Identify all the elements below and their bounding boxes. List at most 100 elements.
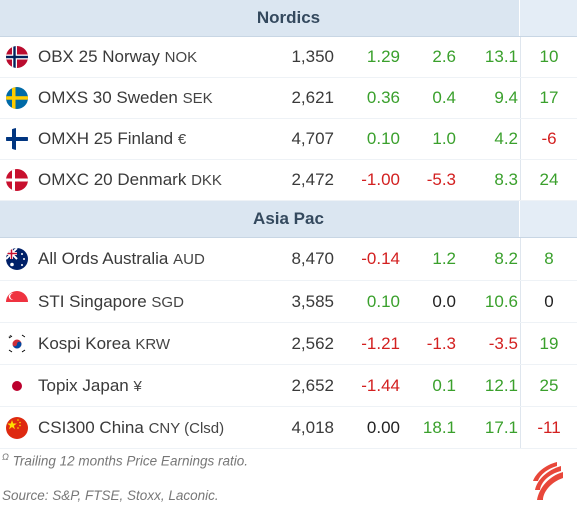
singapore-flag-icon [6,290,28,313]
period-change-cell: 1.2 [432,249,456,268]
index-currency: ¥ [133,377,142,395]
pe-ratio-cell: -6 [520,119,577,159]
period-change-cell: 2.6 [432,47,456,66]
table-row: Kospi Korea KRW 2,562 -1.21 -1.3 -3.5 19 [0,323,577,365]
index-name: OBX 25 Norway [38,47,160,66]
ytd-change-cell: 13.1 [484,47,518,66]
period-change-cell: -5.3 [426,170,456,189]
table-row: All Ords Australia AUD 8,470 -0.14 1.2 8.2 8 [0,238,577,281]
header-pe-cell [519,201,577,237]
price-cell: 2,621 [291,88,334,107]
index-name-cell: OMXS 30 Sweden SEK [38,88,278,108]
price-cell: 2,652 [291,375,334,395]
price-cell: 2,562 [291,333,334,353]
index-name: All Ords Australia [38,249,169,268]
pe-ratio-cell: 19 [520,323,577,364]
footnote: Ω Trailing 12 months Price Earnings rati… [2,452,248,469]
index-name-cell: Topix Japan ¥ [38,376,278,396]
period-change-cell: 0.0 [432,291,456,311]
section-header: Nordics [0,0,577,37]
pe-ratio-cell: 0 [520,281,577,322]
ytd-change-cell: 8.2 [494,249,518,268]
day-change-cell: -1.21 [361,333,400,353]
day-change-cell: -1.00 [361,170,400,189]
index-currency: DKK [191,172,222,189]
pe-ratio-cell: -11 [520,407,577,448]
ytd-change-cell: 17.1 [484,417,518,437]
period-change-cell: -1.3 [426,333,456,353]
korea-flag-icon [6,332,28,355]
table-row: Topix Japan ¥2,652 -1.44 0.1 12.1 25 [0,365,577,407]
index-name: STI Singapore [38,291,147,311]
table-row: CSI300 China CNY (Clsd) 4,018 0.00 18.1 17.1… [0,407,577,449]
section-header: Asia Pac [0,201,577,238]
index-name: OMXH 25 Finland [38,129,174,148]
day-change-cell: 0.36 [366,88,400,107]
index-name-cell: All Ords Australia AUD [38,249,278,269]
index-table: Nordics OBX 25 Norway NOK 1,350 1.29 2.6 13.1… [0,0,577,449]
ytd-change-cell: 8.3 [494,170,518,189]
day-change-cell: 0.10 [366,291,400,311]
period-change-cell: 18.1 [422,417,456,437]
day-change-cell: 1.29 [366,47,400,66]
index-currency: KRW [135,335,171,353]
ytd-change-cell: 9.4 [494,88,518,107]
footnote-marker: Ω [2,452,9,462]
index-currency: SGD [151,293,184,311]
footnote-text: Trailing 12 months Price Earnings ratio. [12,453,248,469]
index-name: OMXC 20 Denmark [38,170,187,189]
index-currency: CNY (Clsd) [148,419,225,437]
index-currency: NOK [164,49,198,66]
pe-ratio-cell: 8 [520,238,577,280]
index-name-cell: CSI300 China CNY (Clsd) [38,418,278,438]
index-name-cell: OBX 25 Norway NOK [38,47,278,67]
index-name-cell: STI Singapore SGD [38,292,278,312]
day-change-cell: 0.00 [366,417,400,437]
index-name: Kospi Korea [38,333,131,353]
price-cell: 3,585 [291,291,334,311]
table-row: OMXC 20 Denmark DKK 2,472 -1.00 -5.3 8.3 24 [0,160,577,201]
period-change-cell: 0.1 [432,375,456,395]
day-change-cell: 0.10 [366,129,400,148]
index-currency: SEK [182,90,213,107]
ytd-change-cell: -3.5 [488,333,518,353]
japan-flag-icon [6,374,28,397]
table-row: OMXS 30 Sweden SEK 2,621 0.36 0.4 9.4 17 [0,78,577,119]
china-flag-icon [6,416,28,439]
table-row: OBX 25 Norway NOK 1,350 1.29 2.6 13.1 10 [0,37,577,78]
day-change-cell: -0.14 [361,249,400,268]
index-name-cell: Kospi Korea KRW [38,334,278,354]
laconic-logo-icon [533,462,563,500]
table-row: STI Singapore SGD 3,585 0.10 0.0 10.6 0 [0,281,577,323]
finland-flag-icon [6,128,28,150]
norway-flag-icon [6,46,28,68]
index-name-cell: OMXC 20 Denmark DKK [38,170,278,190]
sweden-flag-icon [6,87,28,109]
ytd-change-cell: 10.6 [484,291,518,311]
ytd-change-cell: 4.2 [494,129,518,148]
section-title: Asia Pac [253,209,324,228]
pe-ratio-cell: 25 [520,365,577,406]
index-currency: AUD [173,251,205,268]
index-name: CSI300 China [38,417,144,437]
index-name: OMXS 30 Sweden [38,88,178,107]
index-currency: € [177,131,187,148]
source-note: Source: S&P, FTSE, Stoxx, Laconic. [2,488,219,503]
price-cell: 8,470 [291,249,334,268]
section-title: Nordics [256,8,321,27]
price-cell: 4,018 [291,417,334,437]
table-row: OMXH 25 Finland €4,707 0.10 1.0 4.2 -6 [0,119,577,160]
pe-ratio-cell: 24 [520,160,577,200]
period-change-cell: 1.0 [432,129,456,148]
denmark-flag-icon [6,169,28,191]
pe-ratio-cell: 10 [520,37,577,77]
pe-ratio-cell: 17 [520,78,577,118]
price-cell: 4,707 [291,129,334,148]
ytd-change-cell: 12.1 [484,375,518,395]
header-pe-cell [519,0,577,36]
price-cell: 2,472 [291,170,334,189]
index-name: Topix Japan [38,375,129,395]
index-name-cell: OMXH 25 Finland € [38,129,278,149]
price-cell: 1,350 [291,47,334,66]
period-change-cell: 0.4 [432,88,456,107]
